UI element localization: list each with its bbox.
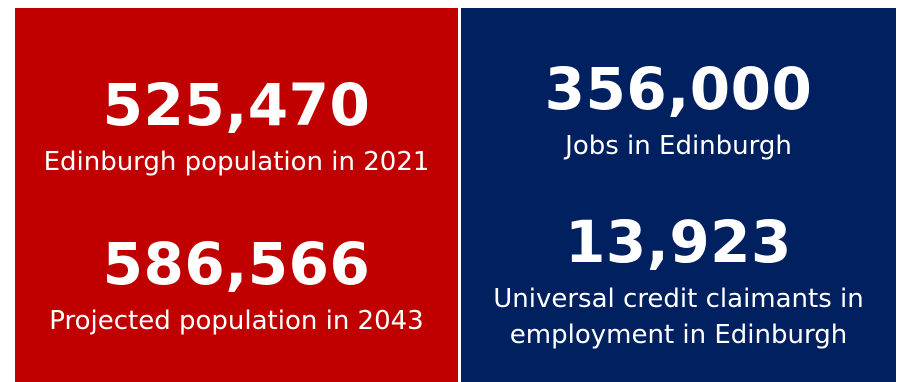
projected-population-2043-stat: 586,566 Projected population in 2043: [15, 235, 458, 339]
stat-value: 356,000: [544, 55, 813, 123]
stat-caption: Universal credit claimants in employment…: [493, 284, 864, 350]
stat-caption: Projected population in 2043: [49, 306, 424, 336]
jobs-stat: 356,000 Jobs in Edinburgh: [461, 60, 896, 164]
stat-caption: Edinburgh population in 2021: [43, 147, 430, 177]
population-2021-stat: 525,470 Edinburgh population in 2021: [15, 76, 458, 180]
stat-value: 586,566: [102, 230, 371, 298]
right-stat-panel: 356,000 Jobs in Edinburgh 13,923 Univers…: [461, 8, 896, 382]
left-stat-panel: 525,470 Edinburgh population in 2021 586…: [15, 8, 458, 382]
stat-caption: Jobs in Edinburgh: [565, 131, 792, 161]
stat-value: 13,923: [565, 208, 792, 276]
universal-credit-claimants-stat: 13,923 Universal credit claimants in emp…: [461, 213, 896, 353]
stat-value: 525,470: [102, 71, 371, 139]
